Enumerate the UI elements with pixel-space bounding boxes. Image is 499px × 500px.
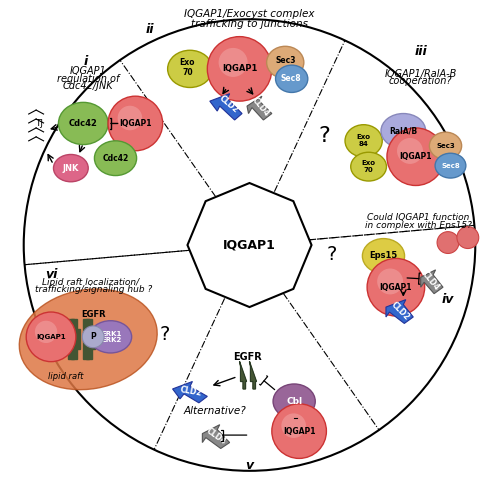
Circle shape (377, 268, 403, 294)
Polygon shape (86, 320, 95, 359)
Text: trafficking/signaling hub ?: trafficking/signaling hub ? (34, 285, 152, 294)
Polygon shape (71, 320, 80, 359)
Text: Sec8: Sec8 (441, 162, 460, 168)
Text: IQGAP1: IQGAP1 (36, 334, 66, 340)
Text: ?: ? (160, 325, 170, 344)
Polygon shape (210, 94, 242, 120)
Text: iv: iv (442, 293, 454, 306)
Ellipse shape (345, 124, 382, 157)
Circle shape (437, 232, 459, 254)
Text: ?: ? (326, 246, 336, 264)
Text: ERK1: ERK1 (101, 332, 122, 338)
Circle shape (387, 128, 445, 186)
Ellipse shape (435, 153, 466, 178)
Polygon shape (386, 300, 413, 324)
Text: ?: ? (318, 126, 330, 146)
Polygon shape (247, 96, 272, 120)
Circle shape (26, 312, 76, 362)
Text: Sec8: Sec8 (280, 74, 301, 84)
Text: lipid raft: lipid raft (48, 372, 84, 381)
Ellipse shape (94, 141, 137, 176)
Ellipse shape (362, 238, 405, 274)
Ellipse shape (53, 154, 88, 182)
Text: iii: iii (414, 45, 427, 58)
Text: Cbl: Cbl (286, 397, 302, 406)
Polygon shape (240, 362, 247, 389)
Text: IQGAP1: IQGAP1 (119, 119, 152, 128)
Circle shape (397, 138, 423, 164)
Text: ERK2: ERK2 (101, 338, 122, 344)
Text: cooperation?: cooperation? (389, 76, 453, 86)
Circle shape (367, 258, 425, 316)
Ellipse shape (168, 50, 212, 88)
Text: Alternative?: Alternative? (184, 406, 246, 416)
Text: TJ: TJ (34, 119, 42, 128)
Polygon shape (421, 270, 443, 293)
Text: in complex with Eps15?: in complex with Eps15? (365, 220, 472, 230)
Ellipse shape (19, 289, 157, 390)
Circle shape (24, 20, 475, 471)
Circle shape (82, 326, 104, 348)
Circle shape (457, 226, 479, 248)
Text: IQGAP1: IQGAP1 (283, 426, 315, 436)
Text: IQGAP1: IQGAP1 (222, 64, 257, 74)
Text: Lipid raft localization/: Lipid raft localization/ (42, 278, 139, 287)
Ellipse shape (89, 320, 132, 353)
Polygon shape (173, 382, 207, 403)
Text: v: v (246, 460, 253, 472)
Text: trafficking to junctions: trafficking to junctions (191, 19, 308, 29)
Circle shape (108, 96, 163, 151)
Text: EGFR: EGFR (81, 310, 105, 319)
Text: Exo
70: Exo 70 (180, 58, 195, 77)
Text: IQGAP1: IQGAP1 (223, 238, 276, 252)
Ellipse shape (266, 46, 304, 78)
Polygon shape (68, 320, 77, 359)
Text: Exo
70: Exo 70 (362, 160, 376, 173)
Text: CLD4: CLD4 (421, 270, 442, 292)
Polygon shape (250, 362, 256, 389)
Text: IQGAP1/RalA-B: IQGAP1/RalA-B (385, 69, 457, 79)
Circle shape (281, 414, 306, 438)
Text: Cdc42: Cdc42 (69, 119, 98, 128)
Text: Cdc42: Cdc42 (102, 154, 129, 162)
Text: Sec3: Sec3 (436, 143, 455, 149)
Text: IQGAP1: IQGAP1 (400, 152, 432, 161)
Circle shape (35, 320, 57, 343)
Polygon shape (203, 424, 230, 448)
Text: Eps15: Eps15 (369, 252, 398, 260)
Text: EGFR: EGFR (233, 352, 261, 362)
Circle shape (207, 36, 272, 101)
Text: CLD4: CLD4 (205, 426, 228, 446)
Ellipse shape (429, 132, 462, 160)
Text: Exo
84: Exo 84 (357, 134, 371, 147)
Polygon shape (83, 320, 92, 359)
Ellipse shape (275, 65, 308, 92)
Text: vi: vi (45, 268, 57, 281)
Text: regulation of: regulation of (57, 74, 119, 84)
Text: Could IQGAP1 function: Could IQGAP1 function (367, 213, 470, 222)
Text: CLD2: CLD2 (180, 385, 203, 398)
Text: CLD2: CLD2 (389, 300, 411, 322)
Text: CLD4: CLD4 (250, 95, 271, 118)
Ellipse shape (58, 102, 108, 144)
Text: IQGAP1: IQGAP1 (380, 282, 412, 292)
Text: RalA/B: RalA/B (389, 126, 417, 136)
Text: JNK: JNK (63, 164, 79, 172)
Polygon shape (188, 183, 311, 307)
Text: P: P (90, 332, 96, 342)
Circle shape (118, 106, 142, 130)
Text: ii: ii (146, 22, 155, 36)
Circle shape (272, 404, 326, 458)
Circle shape (219, 48, 248, 77)
Text: IQGAP1: IQGAP1 (70, 66, 107, 76)
Text: i: i (84, 55, 88, 68)
Text: Cdc42/JNK: Cdc42/JNK (63, 81, 114, 91)
Ellipse shape (351, 152, 386, 181)
Ellipse shape (273, 384, 315, 418)
Text: Sec3: Sec3 (275, 56, 296, 65)
Text: IQGAP1/Exocyst complex: IQGAP1/Exocyst complex (184, 10, 315, 20)
Text: CLD2: CLD2 (217, 94, 240, 115)
Ellipse shape (381, 114, 426, 148)
